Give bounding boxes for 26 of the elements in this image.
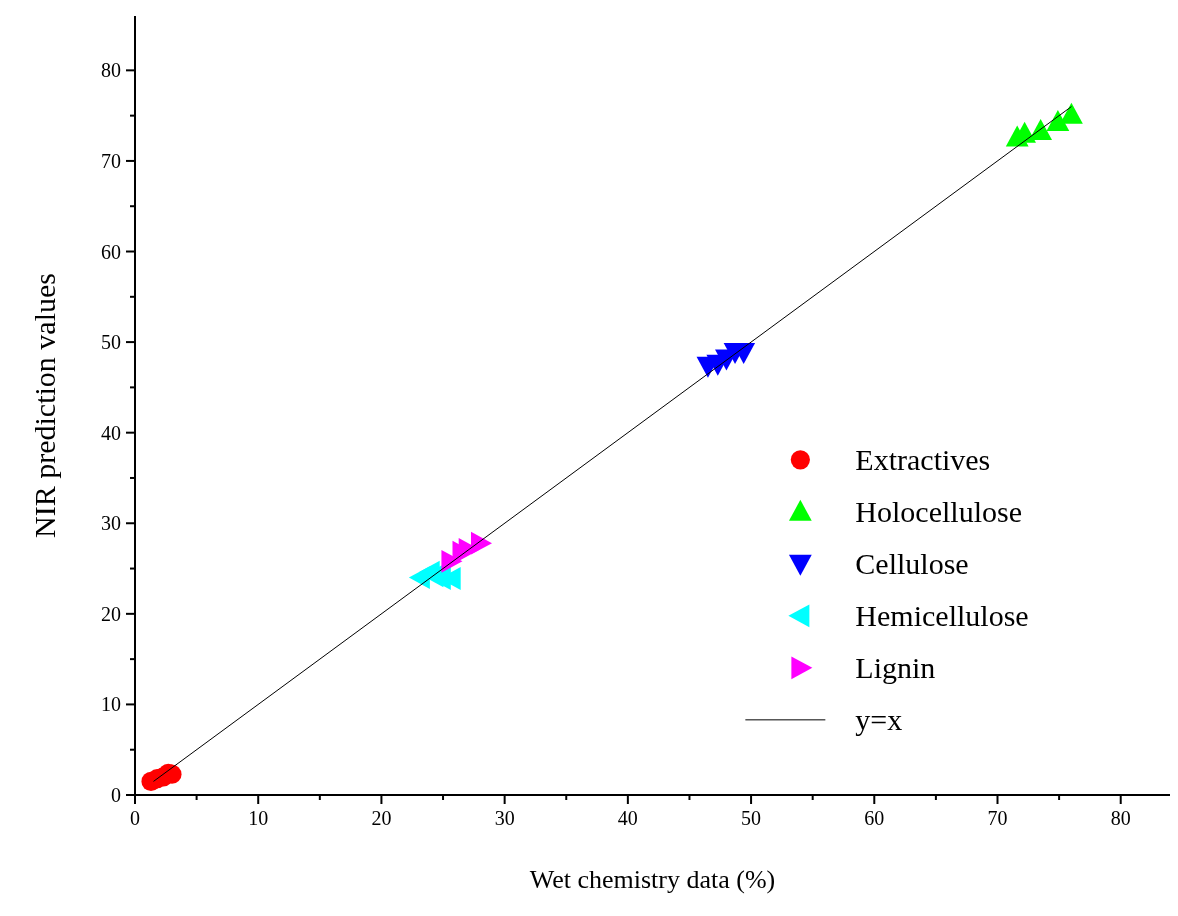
x-tick-label: 70 <box>987 807 1008 829</box>
legend-label: Hemicellulose <box>855 599 1029 633</box>
legend-label: Extractives <box>855 443 991 477</box>
y-tick-label: 10 <box>101 693 121 716</box>
x-axis-title: Wet chemistry data (%) <box>529 865 776 894</box>
legend-label: Holocellulose <box>855 495 1022 529</box>
y-axis-title: NIR prediction values <box>28 273 61 538</box>
x-tick-label: 80 <box>1110 807 1131 829</box>
legend-label: y=x <box>855 703 903 737</box>
y-tick-label: 0 <box>111 784 121 806</box>
x-tick-label: 60 <box>864 807 885 829</box>
y-tick-label: 30 <box>101 512 121 535</box>
legend-label: Lignin <box>855 651 936 685</box>
x-tick-label: 20 <box>371 807 392 829</box>
y-tick-label: 70 <box>101 149 121 172</box>
y-tick-label: 40 <box>101 421 121 444</box>
y-tick-label: 80 <box>101 59 121 82</box>
y-tick-label: 20 <box>101 602 121 625</box>
x-tick-label: 10 <box>248 807 269 829</box>
x-tick-label: 50 <box>741 807 762 829</box>
x-tick-label: 0 <box>130 807 140 829</box>
x-tick-label: 40 <box>617 807 638 829</box>
legend-label: Cellulose <box>855 547 969 581</box>
y-tick-label: 60 <box>101 240 121 263</box>
x-tick-label: 30 <box>494 807 515 829</box>
y-tick-label: 50 <box>101 331 121 354</box>
